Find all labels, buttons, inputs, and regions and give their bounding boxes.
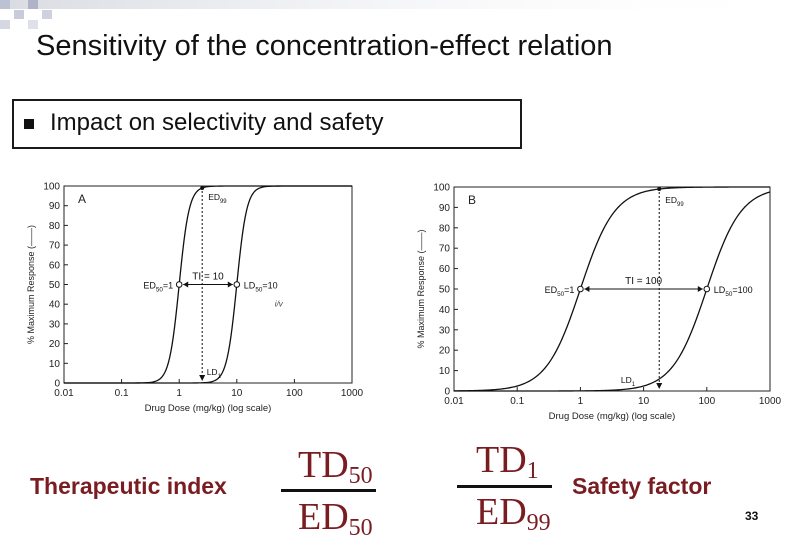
x-tick-label: 10 xyxy=(231,388,243,399)
bullet-text: Impact on selectivity and safety xyxy=(50,109,384,136)
y-axis-label: % Maximum Response (——) xyxy=(416,229,426,348)
y-tick-label: 80 xyxy=(49,221,61,232)
y-tick-label: 70 xyxy=(49,241,61,252)
y-tick-label: 20 xyxy=(49,339,61,350)
x-tick-label: 1000 xyxy=(341,388,364,399)
ed99-label: ED99 xyxy=(208,192,227,205)
td1-label: LD1 xyxy=(207,367,222,380)
corner-decoration xyxy=(0,0,810,29)
ed50-label: ED50=1 xyxy=(545,285,575,298)
ti-denominator: ED50 xyxy=(298,495,373,542)
y-tick-label: 40 xyxy=(439,305,451,316)
x-tick-label: 1 xyxy=(176,388,182,399)
x-tick-label: 0.1 xyxy=(115,388,129,399)
td50-label: LD50=100 xyxy=(714,285,753,298)
sf-num-main: TD xyxy=(476,439,527,481)
sf-num-sub: 1 xyxy=(526,458,539,484)
sf-fraction-bar xyxy=(457,485,552,488)
ti-arrow-head-right xyxy=(697,286,703,292)
ti-arrow-head-left xyxy=(183,281,189,288)
y-tick-label: 0 xyxy=(54,379,60,390)
bullet-box: Impact on selectivity and safety xyxy=(12,99,522,149)
ed50-marker xyxy=(175,281,183,288)
sf-den-sub: 99 xyxy=(526,510,551,536)
x-tick-label: 0.01 xyxy=(444,396,464,407)
td50-marker xyxy=(233,281,241,288)
ed50-label: ED50=1 xyxy=(143,281,173,294)
panel-letter: A xyxy=(78,192,86,206)
page-number: 33 xyxy=(745,509,759,523)
y-tick-label: 100 xyxy=(433,183,450,194)
ed99-arrow-head xyxy=(656,382,663,389)
ed99-label: ED99 xyxy=(665,195,684,208)
handwritten-note: i/v xyxy=(275,300,284,309)
x-tick-label: 1000 xyxy=(759,396,782,407)
ti-label: TI = 10 xyxy=(192,272,224,283)
y-tick-label: 50 xyxy=(49,280,61,291)
y-tick-label: 40 xyxy=(49,300,61,311)
ti-arrow-head-left xyxy=(584,286,590,292)
x-axis-label: Drug Dose (mg/kg) (log scale) xyxy=(549,411,676,422)
ti-fraction-bar xyxy=(281,489,376,492)
ed99-marker xyxy=(200,185,205,190)
ti-num-sub: 50 xyxy=(348,463,373,489)
x-tick-label: 100 xyxy=(698,396,715,407)
x-tick-label: 0.1 xyxy=(510,396,524,407)
square-bullet-icon xyxy=(24,119,34,129)
ti-label: TI = 100 xyxy=(625,276,662,287)
ed99-arrow-head xyxy=(199,375,206,382)
ti-arrow-head-right xyxy=(227,281,233,288)
y-tick-label: 0 xyxy=(444,387,450,398)
y-tick-label: 30 xyxy=(439,325,451,336)
therapeutic-index-label: Therapeutic index xyxy=(30,473,227,499)
y-tick-label: 70 xyxy=(439,244,451,255)
ti-den-main: ED xyxy=(298,496,349,538)
td50-marker xyxy=(703,285,711,293)
x-tick-label: 1 xyxy=(578,396,584,407)
ed99-marker xyxy=(657,187,662,192)
toxicity-curve xyxy=(64,185,352,384)
y-tick-label: 10 xyxy=(49,359,61,370)
y-tick-label: 30 xyxy=(49,319,61,330)
x-tick-label: 0.01 xyxy=(54,388,74,399)
y-tick-label: 80 xyxy=(439,223,451,234)
x-axis-label: Drug Dose (mg/kg) (log scale) xyxy=(145,403,272,414)
y-tick-label: 20 xyxy=(439,346,451,357)
sf-numerator: TD1 xyxy=(476,438,539,485)
y-tick-label: 60 xyxy=(439,264,451,275)
x-tick-label: 100 xyxy=(286,388,303,399)
safety-factor-label: Safety factor xyxy=(572,473,712,499)
ti-num-main: TD xyxy=(298,444,349,486)
y-axis-label: % Maximum Response (——) xyxy=(26,225,36,344)
td1-label: LD1 xyxy=(621,375,636,388)
sf-den-main: ED xyxy=(476,491,527,533)
ed50-marker xyxy=(577,285,584,293)
y-tick-label: 90 xyxy=(439,203,451,214)
chart-panel-a: 0 10 20 30 40 50 60 70 80 90 100 0.01 0.1 1 10 100 1000 D… xyxy=(26,182,364,415)
y-tick-label: 100 xyxy=(43,182,60,193)
y-tick-label: 50 xyxy=(439,285,451,296)
y-tick-label: 90 xyxy=(49,201,61,212)
td50-label: LD50=10 xyxy=(244,281,278,294)
sf-denominator: ED99 xyxy=(476,490,551,537)
slide-title: Sensitivity of the concentration-effect … xyxy=(36,30,613,62)
y-tick-label: 10 xyxy=(439,366,451,377)
y-tick-label: 60 xyxy=(49,260,61,271)
chart-panel-b: 0 10 20 30 40 50 60 70 80 90 100 0.01 0.1 1 10 100 1000 D… xyxy=(416,183,782,423)
efficacy-curve xyxy=(453,186,770,392)
ti-den-sub: 50 xyxy=(348,515,373,541)
toxicity-curve xyxy=(454,191,771,392)
x-tick-label: 10 xyxy=(638,396,650,407)
panel-letter: B xyxy=(468,193,476,207)
ti-numerator: TD50 xyxy=(298,443,373,490)
